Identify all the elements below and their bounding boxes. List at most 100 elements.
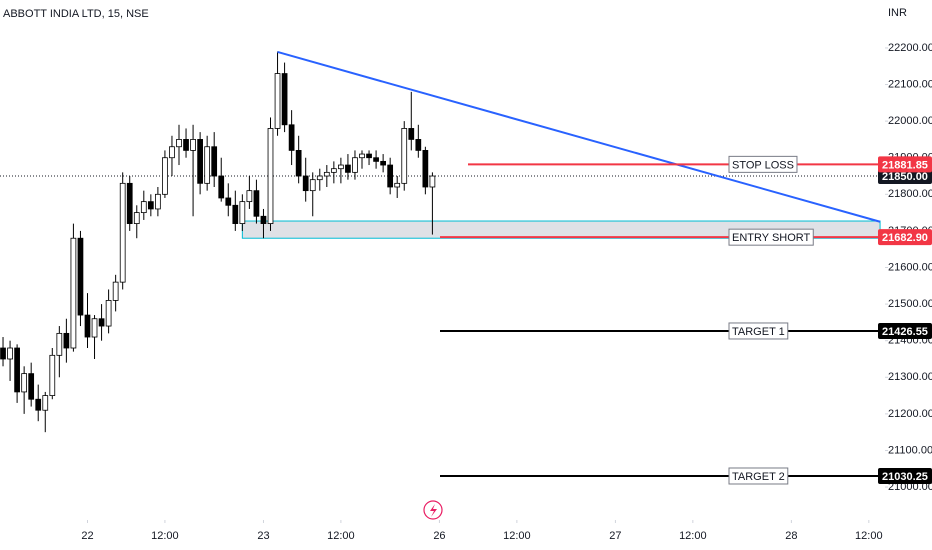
candle-body <box>260 215 267 224</box>
candle-body <box>218 175 225 199</box>
candle-body <box>84 314 91 338</box>
candle-body <box>323 171 330 177</box>
y-tick-label: 21100.00 <box>888 444 932 456</box>
price-tag <box>878 322 932 339</box>
y-tick-label: 22100.00 <box>888 78 932 90</box>
candle-body <box>239 201 246 224</box>
price-tag <box>878 156 932 173</box>
candle-body <box>147 201 154 210</box>
candle-body <box>352 157 358 173</box>
candle-body <box>63 332 70 349</box>
price-tag-label: 21426.55 <box>882 326 928 338</box>
candle-body <box>112 281 119 301</box>
candle-body <box>380 160 386 166</box>
candle-body <box>281 73 288 126</box>
price-tag <box>878 229 932 246</box>
candle-body <box>267 128 274 224</box>
candle-body <box>70 237 77 349</box>
candle-body <box>35 398 42 411</box>
candle-body <box>133 212 140 224</box>
candle-body <box>415 139 422 151</box>
y-tick-label: 21500.00 <box>888 298 932 310</box>
x-tick-label: 27 <box>609 530 621 542</box>
candle-body <box>408 128 415 140</box>
candle-body <box>401 128 408 184</box>
icon-bolt <box>430 504 437 517</box>
level-name: TARGET 2 <box>732 471 785 483</box>
candle-body <box>316 175 323 181</box>
y-tick-label: 22000.00 <box>888 115 932 127</box>
candle-body <box>309 179 316 192</box>
y-tick-label: 21800.00 <box>888 188 932 200</box>
candle-body <box>77 237 84 316</box>
candle-body <box>253 190 260 217</box>
candle-body <box>190 139 196 151</box>
y-tick-label: 21600.00 <box>888 261 932 273</box>
x-tick-label: 23 <box>257 530 269 542</box>
candle-body <box>429 175 436 188</box>
trendline <box>277 51 881 223</box>
candle-body <box>225 197 232 206</box>
candle-body <box>49 354 56 396</box>
candle-body <box>105 300 112 327</box>
candle-body <box>140 201 147 214</box>
y-tick-label: 21200.00 <box>888 408 932 420</box>
candle-body <box>204 146 211 184</box>
x-tick-label: 26 <box>433 530 445 542</box>
candle-body <box>274 73 281 129</box>
x-tick-label: 12:00 <box>151 530 179 542</box>
level-name: STOP LOSS <box>732 159 794 171</box>
candle-body <box>373 157 379 162</box>
currency: INR <box>888 7 907 19</box>
candle-body <box>302 175 309 192</box>
x-tick-label: 22 <box>81 530 93 542</box>
candle-body <box>288 124 295 151</box>
candle-body <box>56 332 63 356</box>
x-tick-label: 12:00 <box>855 530 883 542</box>
candle-body <box>197 139 203 184</box>
level-name-box <box>728 322 789 340</box>
price-tag <box>878 467 932 484</box>
price-tag-label: 21682.90 <box>882 232 928 244</box>
candle-body <box>183 139 189 151</box>
candle-body <box>0 347 6 360</box>
level-name-box <box>728 155 798 173</box>
y-tick-label: 21300.00 <box>888 371 932 383</box>
x-tick-label: 12:00 <box>503 530 531 542</box>
candle-body <box>119 182 126 283</box>
x-tick-label: 28 <box>785 530 797 542</box>
candle-body <box>246 190 253 203</box>
candle-body <box>330 168 337 173</box>
level-name: ENTRY SHORT <box>732 232 811 244</box>
chart-title: ABBOTT INDIA LTD, 15, NSE <box>3 8 149 20</box>
candle-body <box>91 318 98 338</box>
x-tick-label: 12:00 <box>679 530 707 542</box>
candle-body <box>176 139 182 148</box>
candle-body <box>98 318 105 327</box>
candle-body <box>126 182 133 224</box>
candle-body <box>394 182 401 188</box>
candle-body <box>345 164 351 173</box>
level-name: TARGET 1 <box>732 326 785 338</box>
candle-body <box>14 347 20 393</box>
price-tag-label: 21030.25 <box>882 471 928 483</box>
candle-body <box>162 157 168 195</box>
candle-body <box>155 193 161 210</box>
candle-body <box>366 153 372 159</box>
candle-body <box>21 373 28 393</box>
y-tick-label: 22200.00 <box>888 42 932 54</box>
level-name-box <box>728 228 814 246</box>
x-tick-label: 12:00 <box>327 530 355 542</box>
candle-body <box>295 150 302 177</box>
candle-body <box>338 164 344 170</box>
candle-body <box>7 347 13 360</box>
candle-body <box>232 204 239 224</box>
candle-body <box>387 164 394 188</box>
price-tag-label: 21881.85 <box>882 159 928 171</box>
candle-body <box>359 153 365 159</box>
alert-icon[interactable] <box>423 500 443 520</box>
candle-body <box>169 146 175 159</box>
price-tag-label: 21850.00 <box>882 171 928 183</box>
